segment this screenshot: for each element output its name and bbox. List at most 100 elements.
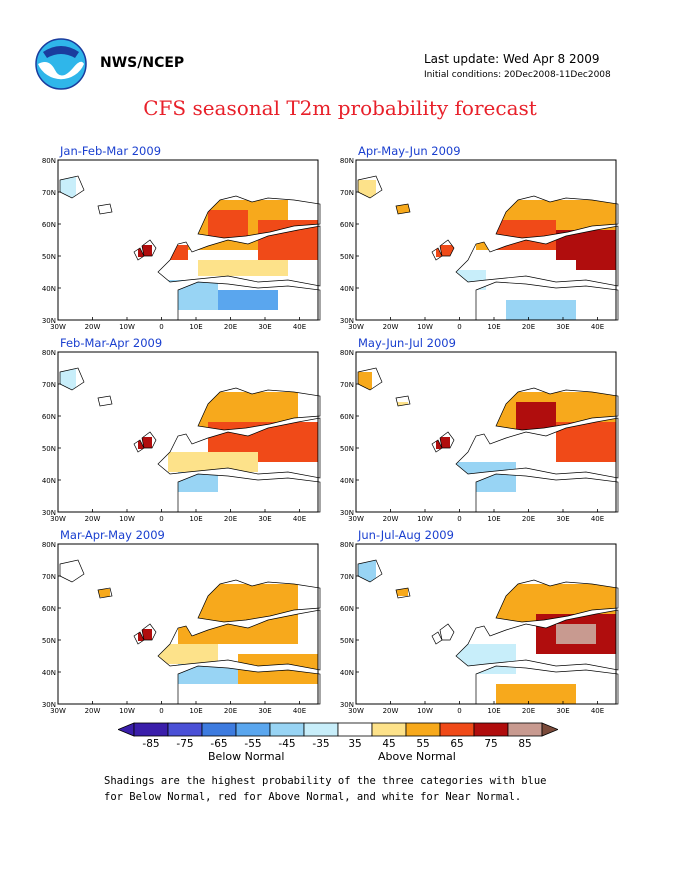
lat-tick-label: 50N [42,253,56,261]
probability-cell [506,300,576,320]
lon-tick-label: 20E [522,707,535,715]
lon-tick-label: 30E [258,323,271,331]
probability-cell [158,644,218,664]
forecast-map: 30N 40N 50N 60N 70N 80N 30W 20W 10W 0 10E 20E 30E 40E [340,157,619,331]
probability-cell [198,260,288,276]
lon-tick-label: 0 [457,323,461,331]
lon-tick-label: 20W [383,323,399,331]
lon-tick-label: 10E [189,707,202,715]
agency-name: NWS/NCEP [100,55,185,71]
lat-tick-label: 70N [42,381,56,389]
lon-tick-label: 10E [487,707,500,715]
lat-tick-label: 50N [340,445,354,453]
lat-tick-label: 80N [42,157,56,165]
lon-tick-label: 10E [189,323,202,331]
lat-tick-label: 80N [340,157,354,165]
lat-tick-label: 70N [42,573,56,581]
lon-tick-label: 10W [417,515,433,523]
lon-tick-label: 10E [487,323,500,331]
forecast-map: 30N 40N 50N 60N 70N 80N 30W 20W 10W 0 10E 20E 30E 40E [42,541,321,715]
colorbar-tick-label: -35 [312,738,329,750]
colorbar-swatch [201,722,237,737]
lon-tick-label: 40E [591,707,604,715]
lon-tick-label: 20W [383,515,399,523]
lon-tick-label: 30W [50,515,66,523]
lon-tick-label: 30W [50,323,66,331]
lat-tick-label: 70N [340,189,354,197]
probability-cell [396,588,408,596]
lon-tick-label: 40E [293,707,306,715]
probability-cell [396,204,410,214]
colorbar-tick-label: 75 [484,738,497,750]
map-panel-fma: Feb-Mar-Apr 2009 30N 40N 50N 60N 70N 80N 30W 20… [42,336,358,523]
probability-cell [208,210,248,240]
lon-tick-label: 20E [224,323,237,331]
colorbar-tick-label: 85 [518,738,531,750]
lon-tick-label: 40E [293,323,306,331]
lon-tick-label: 20W [85,323,101,331]
panel-title: Apr-May-Jun 2009 [358,144,461,158]
lon-tick-label: 30E [258,515,271,523]
lat-tick-label: 40N [42,669,56,677]
lon-tick-label: 40E [591,515,604,523]
panel-title: Mar-Apr-May 2009 [60,528,165,542]
probability-cell [178,664,238,684]
lat-tick-label: 80N [340,349,354,357]
colorbar-tick-label: -65 [210,738,227,750]
lat-tick-label: 30N [340,701,354,709]
caption-line-2: for Below Normal, red for Above Normal, … [104,791,522,803]
lat-tick-label: 50N [340,253,354,261]
panel-title: Jan-Feb-Mar 2009 [60,144,162,158]
colorbar-tick-label: 45 [382,738,395,750]
lat-tick-label: 40N [340,669,354,677]
map-panel-jja: Jun-Jul-Aug 2009 30N 40N 50N 60N 70N 80N 30W 20… [340,528,656,715]
above-normal-label: Above Normal [378,750,456,763]
lat-tick-label: 80N [42,541,56,549]
lon-tick-label: 30W [348,707,364,715]
lon-tick-label: 30W [348,515,364,523]
map-panel-mam: Mar-Apr-May 2009 30N 40N 50N 60N 70N 80N 30W 20… [42,528,358,715]
lon-tick-label: 10E [189,515,202,523]
probability-cell [168,452,258,472]
map-panel-mjj: May-Jun-Jul 2009 30N 40N 50N 60N 70N 80N 30W 20… [340,336,656,523]
lat-tick-label: 40N [340,285,354,293]
lat-tick-label: 60N [340,413,354,421]
colorbar: -85 -75 -65 -55 -45 -35 35 45 55 65 75 85 [118,722,558,750]
probability-cell [98,589,110,597]
forecast-map: 30N 40N 50N 60N 70N 80N 30W 20W 10W 0 10E 20E 30E 40E [340,349,619,523]
colorbar-swatch [337,722,373,737]
lat-tick-label: 50N [42,445,56,453]
colorbar-swatch [235,722,271,737]
noaa-logo [35,38,87,90]
colorbar-swatch [371,722,407,737]
lat-tick-label: 60N [42,605,56,613]
lon-tick-label: 0 [159,515,163,523]
lat-tick-label: 30N [340,317,354,325]
caption: Shadings are the highest probability of … [104,773,547,805]
colorbar-tick-label: 35 [348,738,361,750]
colorbar-tick-label: -85 [142,738,159,750]
colorbar-swatch [507,722,543,737]
lat-tick-label: 40N [42,285,56,293]
lat-tick-label: 70N [42,189,56,197]
lon-tick-label: 20E [522,515,535,523]
colorbar-swatch [405,722,441,737]
lon-tick-label: 20E [224,515,237,523]
lat-tick-label: 40N [340,477,354,485]
probability-cell [556,422,616,462]
panel-title: Feb-Mar-Apr 2009 [60,336,163,350]
probability-cell [576,250,616,270]
lat-tick-label: 30N [42,701,56,709]
lat-tick-label: 60N [340,605,354,613]
lon-tick-label: 30E [556,323,569,331]
lon-tick-label: 10W [119,323,135,331]
lon-tick-label: 0 [159,323,163,331]
lon-tick-label: 20E [522,323,535,331]
lat-tick-label: 30N [42,509,56,517]
colorbar-swatch [303,722,339,737]
lat-tick-label: 50N [42,637,56,645]
lon-tick-label: 10W [417,323,433,331]
initial-conditions: Initial conditions: 20Dec2008-11Dec2008 [424,70,611,80]
lat-tick-label: 60N [42,413,56,421]
lon-tick-label: 20W [383,707,399,715]
